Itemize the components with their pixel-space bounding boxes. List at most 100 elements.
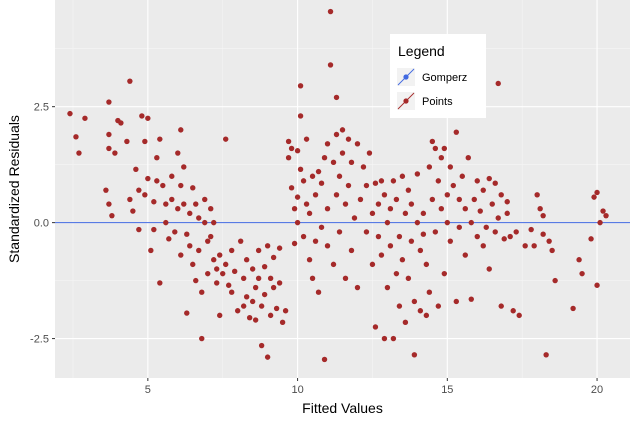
data-point [240,275,247,281]
data-point [351,215,358,221]
data-point [285,154,292,161]
data-point [498,303,504,309]
data-point [408,201,415,207]
data-point [375,201,382,207]
data-point [217,252,223,258]
x-tick-label: 10 [291,384,303,396]
data-point [303,201,310,207]
data-point [429,138,436,145]
data-point [594,282,600,288]
x-tick-label: 15 [441,384,453,396]
data-point [594,189,600,196]
data-point [294,219,301,226]
data-point [579,270,585,277]
data-point [175,150,181,156]
data-point [462,206,468,212]
data-point [345,182,352,189]
x-axis-title: Fitted Values [302,400,383,416]
data-point [261,291,268,298]
data-point [495,215,501,221]
data-point [348,247,355,254]
data-point [252,284,259,291]
data-point [597,219,603,226]
data-point [157,280,163,286]
data-point [390,335,397,342]
data-point [339,150,346,156]
data-point [453,129,460,135]
data-point [225,282,232,288]
data-point [552,277,558,284]
data-point [214,266,220,272]
data-point [202,196,208,203]
data-point [255,275,262,281]
data-point [480,243,486,249]
data-point [423,312,430,319]
data-point [354,141,361,147]
data-point [178,252,184,258]
data-point [258,303,265,309]
data-point [318,180,325,186]
data-point [480,187,486,193]
data-point [190,261,196,268]
data-point [196,215,202,221]
data-point [324,206,331,212]
data-point [315,168,322,175]
data-point [528,226,534,233]
data-point [300,178,307,184]
data-point [510,308,516,314]
data-point [417,308,424,314]
data-point [273,305,280,312]
data-point [142,192,148,198]
data-point [468,219,474,226]
data-point [208,206,214,212]
data-point [205,238,211,244]
data-point [270,284,277,291]
data-point [372,324,379,330]
data-point [462,252,468,258]
data-point [237,238,244,244]
data-point [196,247,202,254]
data-point [172,229,178,235]
data-point [297,113,304,119]
data-point [420,210,427,217]
data-point [360,164,367,170]
data-point [498,192,504,198]
data-point [300,233,307,240]
data-point [441,270,448,277]
data-point [169,196,175,203]
x-tick-label: 5 [145,384,151,396]
data-point [193,277,199,284]
data-point [297,83,304,89]
data-point [151,226,157,233]
data-point [106,201,112,207]
data-point [181,164,187,170]
data-point [228,247,235,254]
data-point [447,164,454,170]
data-point [67,110,73,117]
data-point [243,257,250,263]
data-point [136,226,142,233]
data-point [276,245,283,251]
legend-label: Points [422,96,453,108]
data-point [282,308,289,314]
data-point [381,192,388,198]
data-point [279,319,286,326]
data-point [435,303,442,309]
legend-title: Legend [398,43,445,59]
data-point [261,263,268,270]
data-point [184,231,190,237]
data-point [522,243,528,249]
data-point [492,180,498,186]
data-point [106,145,112,152]
data-point [306,210,313,217]
data-point [208,233,214,240]
data-point [163,219,169,226]
data-point [375,233,382,240]
legend-entry: Gomperz [397,68,467,86]
data-point [139,113,145,119]
data-point [456,196,462,203]
grid-lines [55,0,630,378]
data-point [82,115,88,121]
